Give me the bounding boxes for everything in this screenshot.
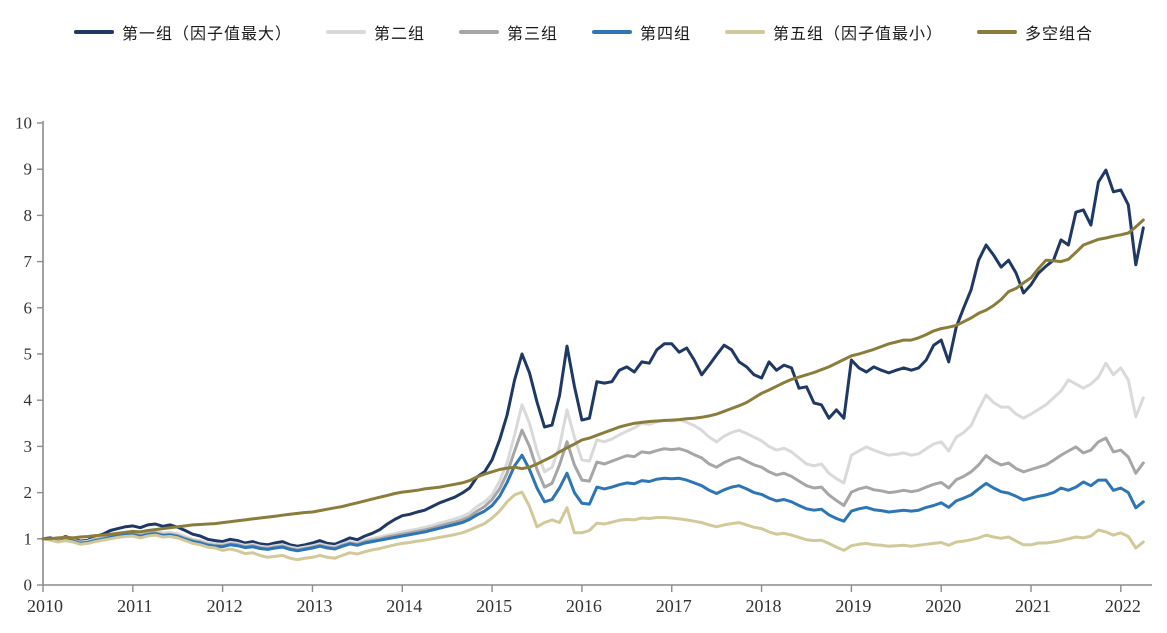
- legend-swatch-6: [977, 30, 1018, 34]
- y-tick-label-6: 6: [24, 298, 33, 317]
- x-tick-label-2012: 2012: [207, 596, 243, 616]
- x-tick-label-2022: 2022: [1105, 596, 1141, 616]
- legend-item-2: 第二组: [325, 20, 425, 44]
- y-tick-label-1: 1: [24, 529, 33, 548]
- y-tick-label-8: 8: [24, 206, 33, 225]
- legend-label-6: 多空组合: [1025, 26, 1094, 43]
- x-tick-label-2017: 2017: [656, 596, 692, 616]
- legend-item-3: 第三组: [458, 20, 558, 44]
- legend-swatch-1: [73, 30, 114, 34]
- legend-item-1: 第一组（因子值最大）: [73, 20, 292, 44]
- chart-legend: 第一组（因子值最大） 第二组 第三组 第四组 第五组（因子值最小） 多空组合: [0, 20, 1167, 44]
- x-tick-label-2018: 2018: [746, 596, 782, 616]
- y-tick-label-10: 10: [15, 114, 32, 133]
- y-tick-label-0: 0: [24, 576, 33, 595]
- legend-item-6: 多空组合: [977, 20, 1093, 44]
- legend-swatch-3: [458, 30, 499, 34]
- legend-swatch-2: [325, 30, 366, 34]
- y-tick-label-4: 4: [24, 391, 33, 410]
- legend-swatch-5: [725, 30, 766, 34]
- series-line-2: [41, 361, 1145, 550]
- y-tick-label-9: 9: [24, 160, 33, 179]
- legend-item-5: 第五组（因子值最小）: [725, 20, 943, 44]
- x-tick-label-2010: 2010: [27, 596, 63, 616]
- y-tick-label-2: 2: [24, 483, 33, 502]
- legend-label-1: 第一组（因子值最大）: [121, 26, 292, 43]
- series-line-5: [41, 490, 1145, 562]
- legend-label-4: 第四组: [640, 26, 692, 43]
- y-tick-label-5: 5: [24, 345, 33, 364]
- x-tick-label-2011: 2011: [117, 596, 152, 616]
- legend-item-4: 第四组: [592, 20, 691, 44]
- y-tick-label-3: 3: [24, 437, 33, 456]
- x-tick-label-2015: 2015: [476, 596, 512, 616]
- series-line-6: [41, 218, 1145, 541]
- legend-label-2: 第二组: [373, 26, 425, 43]
- legend-label-3: 第三组: [506, 26, 558, 43]
- series-line-1: [41, 168, 1145, 548]
- x-tick-label-2021: 2021: [1015, 596, 1051, 616]
- x-tick-label-2014: 2014: [386, 596, 422, 616]
- legend-label-5: 第五组（因子值最小）: [773, 26, 944, 43]
- x-tick-label-2020: 2020: [925, 596, 961, 616]
- series-line-4: [41, 453, 1145, 553]
- legend-swatch-4: [592, 30, 632, 34]
- x-tick-label-2016: 2016: [566, 596, 602, 616]
- x-tick-label-2019: 2019: [835, 596, 871, 616]
- x-tick-label-2013: 2013: [296, 596, 332, 616]
- y-tick-label-7: 7: [24, 252, 33, 271]
